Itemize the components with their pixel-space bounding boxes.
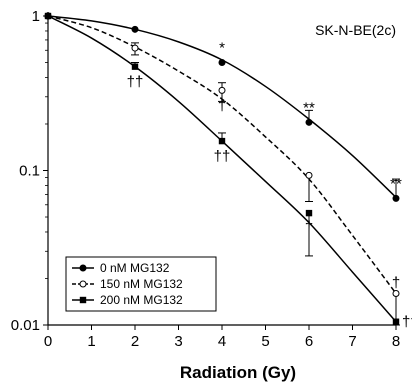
data-point — [392, 318, 400, 325]
data-point — [218, 86, 226, 94]
data-point — [392, 194, 400, 202]
data-point — [218, 59, 226, 67]
significance-marker: † — [392, 274, 400, 291]
significance-marker: * — [219, 40, 225, 57]
annotations: *****††††††††† — [127, 40, 412, 331]
data-point — [305, 209, 313, 217]
x-tick-label: 1 — [87, 333, 95, 350]
chart-title: SK-N-BE(2c) — [315, 22, 396, 38]
x-tick-label: 0 — [44, 333, 52, 350]
x-axis-title: Radiation (Gy) — [180, 363, 296, 382]
significance-marker: † — [305, 218, 313, 235]
x-tick-label: 3 — [174, 333, 182, 350]
axes: 0 1 2 3 4 5 6 7 8 0.01 0.1 1 — [11, 8, 400, 350]
y-tick-label: 0.1 — [19, 163, 40, 180]
y-tick-label: 0.01 — [11, 317, 40, 334]
data-point — [218, 137, 226, 145]
legend-marker — [79, 296, 87, 304]
data-point — [131, 44, 139, 52]
legend-marker — [79, 264, 87, 272]
data-point — [131, 63, 139, 70]
significance-marker: ** — [390, 175, 402, 192]
x-tick-label: 6 — [305, 333, 313, 350]
legend-label: 200 nM MG132 — [100, 293, 183, 307]
legend-label: 150 nM MG132 — [100, 277, 183, 291]
data-point — [131, 25, 139, 33]
data-point — [44, 12, 52, 20]
legend-label: 0 nM MG132 — [100, 261, 170, 275]
data-point — [305, 171, 313, 179]
significance-marker: †† — [402, 314, 412, 331]
data-point — [392, 289, 400, 297]
legend-marker — [79, 280, 87, 288]
significance-marker: † — [218, 97, 226, 114]
x-tick-label: 7 — [348, 333, 356, 350]
markers — [44, 12, 400, 325]
x-tick-label: 8 — [392, 333, 400, 350]
x-tick-label: 4 — [218, 333, 226, 350]
significance-marker: ** — [303, 99, 315, 116]
x-tick-label: 5 — [261, 333, 269, 350]
x-tick-label: 2 — [131, 333, 139, 350]
significance-marker: †† — [127, 74, 144, 91]
legend: 0 nM MG132 150 nM MG132 200 nM MG132 — [65, 256, 217, 312]
significance-marker: †† — [214, 148, 231, 165]
error-bars — [131, 42, 400, 326]
data-point — [305, 118, 313, 126]
y-tick-label: 1 — [32, 8, 40, 25]
